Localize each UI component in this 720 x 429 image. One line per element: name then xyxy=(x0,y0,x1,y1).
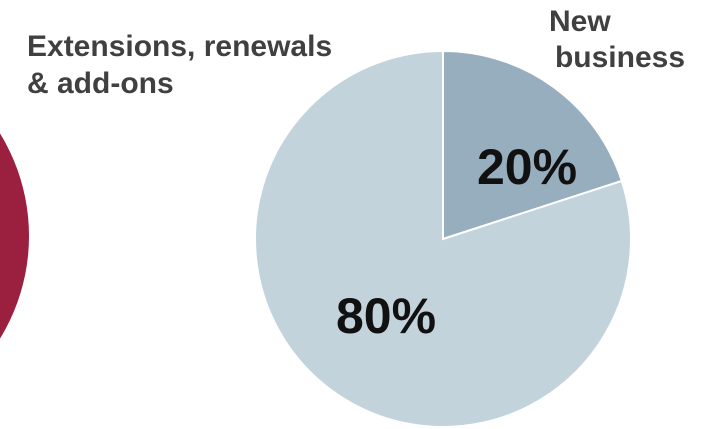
pie-slice-new-business xyxy=(442,49,624,241)
value-label-new-business: 20% xyxy=(477,139,577,195)
label-extensions-renewals: Extensions, renewals & add-ons xyxy=(27,30,340,100)
value-label-extensions-renewals: 80% xyxy=(336,288,436,344)
label-extensions-renewals-line-2: & add-ons xyxy=(27,67,174,100)
label-new-business-line-1: New xyxy=(549,5,611,38)
pie-slices xyxy=(254,49,632,428)
label-new-business-line-2: business xyxy=(555,41,685,74)
partial-neighbor-pie xyxy=(0,133,29,339)
label-extensions-renewals-line-1: Extensions, renewals xyxy=(27,30,332,63)
label-new-business: New business xyxy=(549,5,685,74)
pie-slice-extensions-renewals xyxy=(254,49,632,428)
